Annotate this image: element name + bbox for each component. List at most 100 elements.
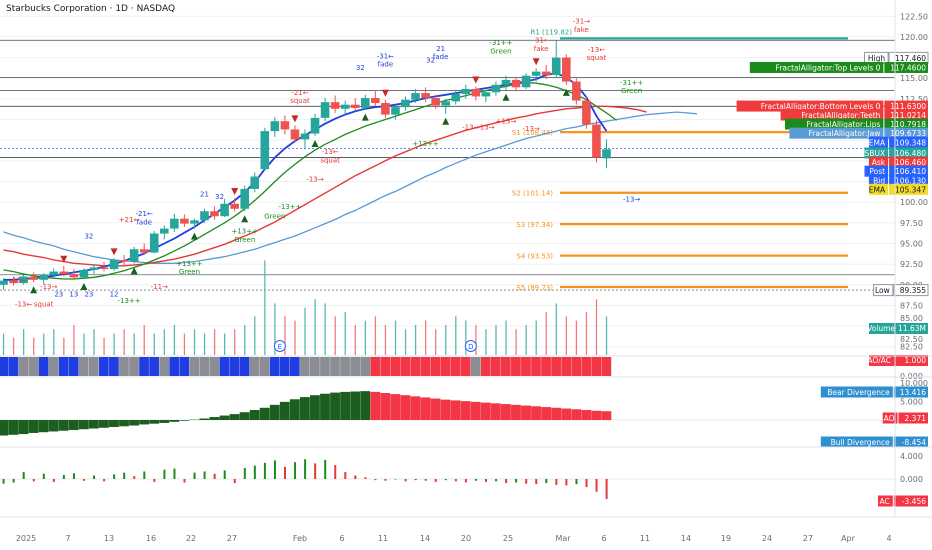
volume-bar [183, 333, 186, 355]
annotation-34: -11→ [151, 283, 168, 291]
volume-bar [485, 329, 487, 355]
ac-bar [294, 462, 297, 479]
price-tag-label: EMA [869, 138, 886, 147]
candle-body [49, 271, 59, 275]
volume-bar [535, 320, 537, 355]
price-tag-value-box [884, 127, 928, 139]
candle-body [9, 280, 18, 284]
volume-bar [12, 337, 15, 355]
fractal-up-arrow [311, 140, 319, 148]
annotation-29: fade [136, 218, 152, 226]
x-axis-label-19: Apr [841, 534, 856, 543]
price-tag-value: 106.460 [895, 158, 926, 167]
ao-bar [289, 399, 300, 420]
candle-body [572, 81, 581, 101]
volume-bar [2, 333, 5, 355]
volume-bar [495, 324, 497, 355]
annotation-28: -21← [136, 210, 153, 218]
candle-body [180, 218, 189, 224]
price-tag-value-box [889, 174, 928, 186]
price-tag-value-box [889, 183, 928, 195]
ac-bar [505, 479, 508, 484]
annotation-11: -31← [377, 52, 394, 60]
candle-body [19, 276, 28, 284]
ao-ac-cell [199, 357, 210, 376]
volume-bar [364, 320, 366, 355]
candle-body [69, 274, 79, 278]
ac-bar [52, 479, 55, 482]
volume-bar [264, 260, 266, 355]
ac-bar [515, 479, 518, 483]
ao-ac-cell [420, 357, 431, 376]
candle-body [401, 99, 410, 108]
price-tag-7: 106.480 SBUX [864, 147, 928, 159]
volume-bar [244, 324, 246, 355]
volume-bar [43, 333, 45, 355]
ac-bar [384, 479, 387, 481]
ao-ac-cell [450, 357, 461, 376]
ac-bar [123, 472, 126, 479]
ao-ac-cell [58, 357, 69, 376]
volume-tag: Volume 11.63M [867, 323, 928, 334]
candle-body [592, 124, 601, 158]
bear-divergence-tag-value-box [893, 386, 928, 398]
fractal-down-arrow [291, 115, 299, 123]
ao-ac-cell [229, 357, 240, 376]
price-tag-value: 105.347 [895, 185, 926, 194]
ao-ac-cell [88, 357, 99, 376]
ac-tick-1: 0.000 [900, 475, 923, 484]
price-tag-value-box [893, 284, 929, 297]
ac-bar [243, 467, 246, 479]
volume-tag-label: Volume [867, 324, 895, 333]
price-tag-label-box [864, 165, 889, 177]
ao-ac-cell [340, 357, 350, 376]
bear-divergence-tag-value: 13.416 [900, 388, 926, 397]
event-letter-1: D [468, 343, 473, 351]
ao-ac-cell [571, 357, 582, 376]
candle-body [280, 121, 290, 130]
ao-ac-cell [8, 357, 19, 376]
candle-body [551, 57, 561, 75]
price-tag-value-box [889, 156, 928, 168]
ao-bar [159, 420, 170, 423]
candle-body [230, 203, 239, 209]
price-tag-value: 110.7918 [890, 120, 926, 129]
volume-bar [33, 337, 35, 355]
volume-bar [565, 316, 567, 355]
candle-body [330, 102, 340, 109]
ao-ac-cell [269, 357, 280, 376]
price-tag-value: 111.0214 [890, 111, 926, 120]
volume-bar [475, 324, 477, 355]
ao-bar [591, 410, 602, 420]
ao-ac-cell [159, 357, 170, 376]
volume-bar [203, 333, 206, 355]
fractal-down-arrow [472, 76, 480, 84]
x-axis-label-20: 4 [886, 534, 891, 543]
fractal-down-arrow [60, 255, 68, 263]
x-axis-label-11: 25 [503, 534, 513, 543]
ac-bar [304, 459, 307, 479]
annotation-49: -13→ [623, 195, 640, 203]
candle-body [160, 228, 169, 234]
price-tag-label: Bid [873, 176, 885, 185]
candle-body [109, 259, 119, 270]
price-tick-label-9: 100.00 [900, 198, 928, 207]
annotation-12: fade [378, 61, 394, 69]
annotation-23: Green [264, 213, 285, 221]
price-tag-value: 117.460 [895, 54, 926, 63]
ao-ac-cell [299, 357, 310, 376]
volume-tick-1: 82.50 [900, 335, 923, 344]
price-tag-8: 106.460 Ask [868, 156, 928, 168]
ao-ac-cell [561, 357, 572, 376]
volume-bar [93, 329, 95, 355]
annotation-15: -31++ [620, 79, 643, 87]
candle-body [461, 88, 471, 94]
annotation-30: +21← [119, 216, 140, 224]
ao-bar [219, 415, 230, 420]
annotation-17: -21← [291, 89, 308, 97]
ac-bar [354, 475, 357, 479]
ao-ac-cell [139, 357, 149, 376]
ao-ac-cell [440, 357, 451, 376]
ac-bar [93, 475, 96, 479]
